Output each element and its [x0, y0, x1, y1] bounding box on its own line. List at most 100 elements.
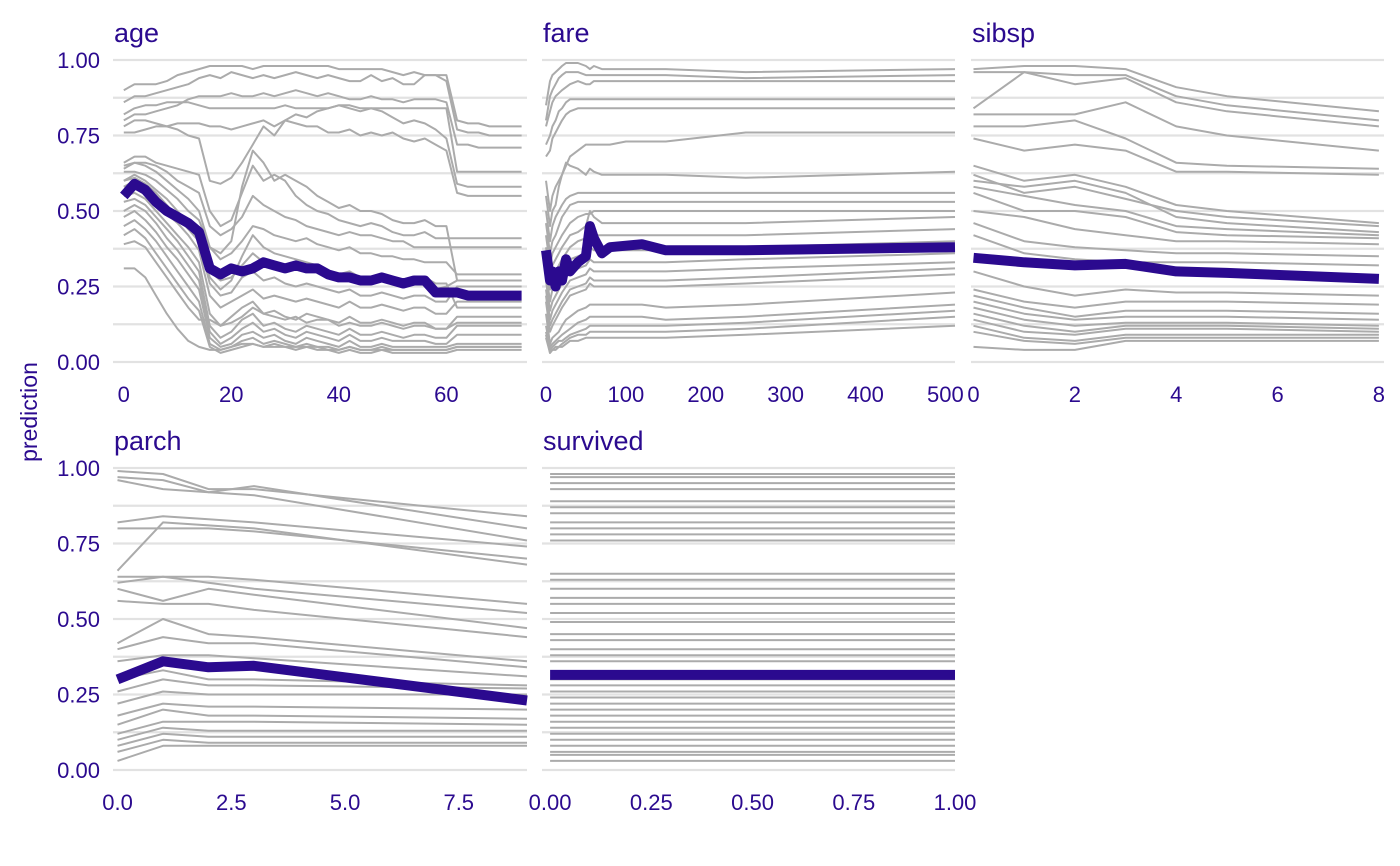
ice-profile-line [123, 149, 522, 282]
x-tick-label: 200 [687, 382, 724, 407]
ice-profile-line [973, 339, 1379, 351]
y-tick-label: 0.00 [57, 350, 100, 375]
x-tick-label: 0.00 [529, 790, 572, 815]
y-tick-label: 0.75 [57, 532, 100, 557]
x-tick-label: 0.75 [832, 790, 875, 815]
ice-profile-line [973, 179, 1379, 234]
ice-profile-line [545, 62, 956, 106]
ice-profile-line [973, 318, 1379, 336]
ice-profile-line [123, 161, 522, 249]
ice-profile-line [117, 738, 527, 753]
ice-profile-line [117, 702, 528, 717]
ice-profile-line [973, 300, 1379, 321]
ice-profile-line [123, 267, 522, 351]
ice-profile-line [973, 101, 1379, 152]
ice-profile-line [123, 197, 522, 339]
y-tick-label: 0.25 [57, 275, 100, 300]
y-tick-label: 0.00 [57, 758, 100, 783]
ice-profile-line [973, 312, 1379, 333]
x-tick-label: 5.0 [330, 790, 361, 815]
mean-profile-line [973, 252, 1380, 284]
y-tick-label: 0.75 [57, 124, 100, 149]
x-tick-label: 0 [118, 382, 130, 407]
y-tick-label: 1.00 [57, 456, 100, 481]
y-tick-label: 0.25 [57, 683, 100, 708]
ice-profile-line [545, 315, 956, 354]
ice-profile-line [973, 288, 1379, 309]
ice-profile-line [117, 690, 527, 705]
ice-profile-line [117, 720, 528, 735]
ice-profile-line [123, 71, 522, 137]
ice-profile-line [973, 222, 1379, 258]
ice-profile-line [972, 71, 1379, 128]
x-tick-label: 400 [847, 382, 884, 407]
mean-profile-line [120, 178, 522, 301]
ice-profile-line [545, 107, 955, 158]
ice-profile-line [123, 191, 522, 330]
ice-profile-line [973, 119, 1379, 170]
ice-profile-line [123, 228, 522, 354]
ice-profile-line [123, 65, 522, 128]
ice-profile-line [545, 80, 955, 127]
ice-profile-line [973, 71, 1379, 122]
ice-profile-line [973, 185, 1379, 237]
panel-title: survived [543, 426, 644, 456]
x-tick-label: 0.0 [102, 790, 133, 815]
panel-title: parch [114, 426, 182, 456]
ice-profile-line [545, 191, 955, 243]
ice-profile-line [973, 65, 1379, 113]
ice-profile-line [545, 267, 956, 327]
ice-profile-line [973, 294, 1379, 318]
ice-profile-line [116, 521, 528, 572]
panel-survived: survived 0.00 0.25 0.50 0.75 1.00 [529, 426, 977, 815]
ice-profile-line [545, 291, 956, 345]
x-tick-label: 1.00 [934, 790, 977, 815]
ice-profile-line [117, 732, 527, 747]
ice-profile-line [123, 155, 522, 240]
ice-profile-line [117, 476, 528, 530]
ice-profile-line [545, 210, 955, 267]
ice-profile-line [545, 324, 956, 354]
mean-profile-line [541, 221, 956, 292]
ice-profile-line [123, 89, 522, 149]
ice-profile-line [117, 636, 528, 669]
ice-profile-line [123, 119, 522, 197]
ice-profile-line [973, 270, 1379, 297]
x-tick-label: 40 [327, 382, 351, 407]
y-axis-title: prediction [16, 362, 42, 462]
ice-profile-line [545, 200, 955, 255]
ice-profile-line [973, 191, 1379, 240]
panel-fare: fare 0 100 200 300 400 500 [540, 18, 964, 407]
ice-profile-line [123, 101, 522, 173]
x-tick-label: 20 [219, 382, 243, 407]
x-tick-label: 0 [540, 382, 552, 407]
ice-profile-line [545, 261, 956, 321]
ice-profile-line [117, 515, 528, 548]
ice-profile-line [117, 575, 528, 614]
x-tick-label: 300 [767, 382, 804, 407]
ice-profile-line [973, 173, 1379, 228]
ice-profile-line [117, 744, 527, 762]
ice-profile-line [117, 470, 528, 518]
x-tick-label: 7.5 [443, 790, 474, 815]
ice-profile-line [973, 330, 1379, 345]
ice-profile-line [973, 306, 1379, 327]
panel-title: fare [543, 18, 590, 48]
ice-profile-line [545, 161, 956, 228]
panel-title: sibsp [972, 18, 1035, 48]
panel-parch: parch 0.00 0.25 0.50 0.75 1.00 0.0 2.5 5.0 7.5 [57, 426, 528, 815]
ice-profile-line [117, 479, 528, 542]
ice-profile-line [545, 71, 956, 121]
x-tick-label: 6 [1271, 382, 1283, 407]
x-tick-label: 100 [608, 382, 645, 407]
ice-profile-line [117, 726, 527, 741]
ice-profile-line [123, 210, 522, 348]
ice-profile-line [545, 303, 956, 348]
ice-profile-line [545, 252, 956, 312]
ice-profile-line [545, 273, 956, 333]
ice-profile-line [973, 324, 1379, 342]
y-tick-label: 1.00 [57, 48, 100, 73]
ice-profile-line [545, 131, 955, 212]
